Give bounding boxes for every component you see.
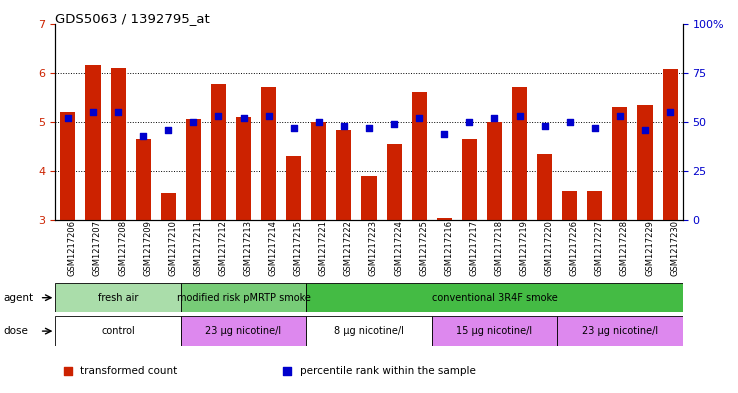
Bar [311,122,326,220]
Bar [613,107,627,220]
Bar [306,316,432,346]
Text: GSM1217207: GSM1217207 [93,220,102,276]
Text: agent: agent [4,293,34,303]
Bar [537,154,552,220]
Bar [437,218,452,220]
Bar [86,65,100,220]
Text: GSM1217218: GSM1217218 [494,220,503,276]
Point [388,121,400,127]
Point [438,130,450,137]
Text: GSM1217213: GSM1217213 [244,220,252,276]
Bar [181,316,306,346]
Point [413,115,425,121]
Text: GSM1217210: GSM1217210 [168,220,177,276]
Text: percentile rank within the sample: percentile rank within the sample [300,366,476,376]
Text: 23 μg nicotine/l: 23 μg nicotine/l [582,326,658,336]
Text: fresh air: fresh air [98,293,138,303]
Text: GSM1217230: GSM1217230 [670,220,679,276]
Text: GSM1217222: GSM1217222 [344,220,353,276]
Text: 23 μg nicotine/l: 23 μg nicotine/l [205,326,282,336]
Bar [55,283,181,312]
Bar [557,316,683,346]
Bar [462,139,477,220]
Point [539,123,551,129]
Point [338,123,350,129]
Point [463,119,475,125]
Bar [186,119,201,220]
Point [564,119,576,125]
Point [313,119,325,125]
Bar [487,122,502,220]
Text: GSM1217216: GSM1217216 [444,220,453,276]
Text: GSM1217217: GSM1217217 [469,220,478,276]
Text: GSM1217228: GSM1217228 [620,220,629,276]
Text: GSM1217212: GSM1217212 [218,220,227,276]
Point [614,113,626,119]
Bar [181,283,306,312]
Text: GSM1217208: GSM1217208 [118,220,127,276]
Text: GSM1217224: GSM1217224 [394,220,403,276]
Bar [211,84,226,220]
Bar [61,112,75,220]
Text: conventional 3R4F smoke: conventional 3R4F smoke [432,293,557,303]
Text: GSM1217206: GSM1217206 [68,220,77,276]
Text: GSM1217229: GSM1217229 [645,220,654,276]
Point [112,109,124,115]
Point [213,113,224,119]
Bar [387,144,401,220]
Text: GSM1217219: GSM1217219 [520,220,528,276]
Point [363,125,375,131]
Bar [55,316,181,346]
Text: GSM1217211: GSM1217211 [193,220,202,276]
Point [664,109,676,115]
Bar [587,191,602,220]
Bar [111,68,125,220]
Point [137,132,149,139]
Point [477,208,489,214]
Point [514,113,525,119]
Text: GDS5063 / 1392795_at: GDS5063 / 1392795_at [55,12,210,25]
Point [589,125,601,131]
Bar [261,87,276,220]
Point [187,119,199,125]
Text: GSM1217214: GSM1217214 [269,220,277,276]
Point [62,115,74,121]
Bar [286,156,301,220]
Text: GSM1217226: GSM1217226 [570,220,579,276]
Text: GSM1217220: GSM1217220 [545,220,554,276]
Bar [432,316,557,346]
Text: GSM1217227: GSM1217227 [595,220,604,276]
Point [87,109,99,115]
Bar [663,69,677,220]
Point [162,127,174,133]
Text: dose: dose [4,326,29,336]
Text: GSM1217215: GSM1217215 [294,220,303,276]
Bar [136,139,151,220]
Text: GSM1217223: GSM1217223 [369,220,378,276]
Point [263,113,275,119]
Point [639,127,651,133]
Text: transformed count: transformed count [80,366,178,376]
Bar [337,130,351,220]
Text: GSM1217225: GSM1217225 [419,220,428,276]
Point [288,125,300,131]
Point [238,115,249,121]
Bar [306,283,683,312]
Bar [362,176,376,220]
Text: control: control [101,326,135,336]
Text: GSM1217209: GSM1217209 [143,220,152,276]
Point [489,115,500,121]
Bar [638,105,652,220]
Text: GSM1217221: GSM1217221 [319,220,328,276]
Bar [412,92,427,220]
Bar [161,193,176,220]
Text: 15 μg nicotine/l: 15 μg nicotine/l [456,326,533,336]
Bar [512,87,527,220]
Text: modified risk pMRTP smoke: modified risk pMRTP smoke [176,293,311,303]
Bar [236,117,251,220]
Text: 8 μg nicotine/l: 8 μg nicotine/l [334,326,404,336]
Bar [562,191,577,220]
